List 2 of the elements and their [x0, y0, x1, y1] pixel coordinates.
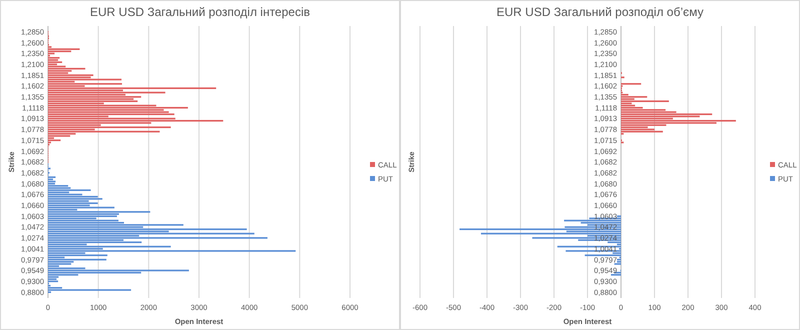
chart-title: EUR USD Загальний розподіл об’єму [496, 5, 704, 19]
chart-title: EUR USD Загальний розподіл інтересів [90, 5, 310, 19]
